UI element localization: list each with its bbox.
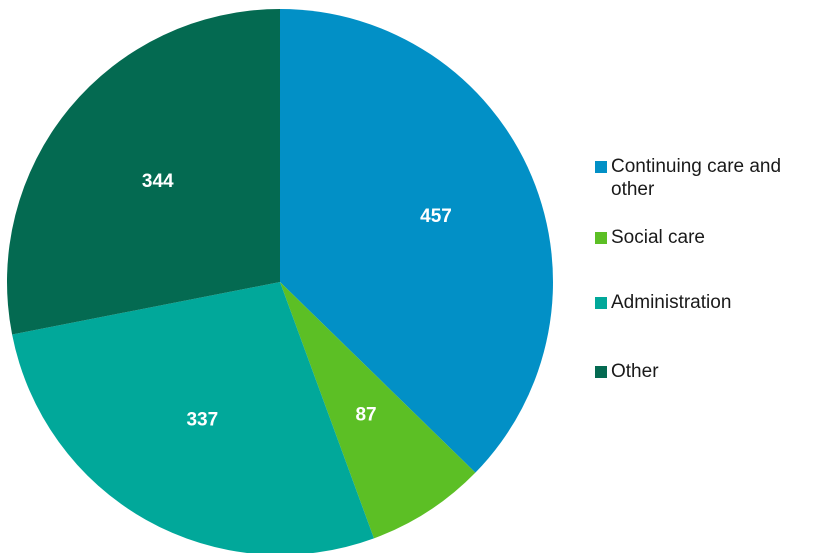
pie-slice-other	[7, 9, 281, 335]
pie-slice-continuing-care-and-other	[280, 9, 553, 473]
data-label-social-care: 87	[355, 404, 376, 425]
pie-slice-administration	[12, 282, 374, 553]
legend-swatch-other	[595, 366, 607, 378]
pie-data-labels: 457 87 337 344	[142, 171, 452, 431]
legend-swatch-administration	[595, 297, 607, 309]
legend-item-administration: Administration	[595, 291, 827, 314]
data-label-administration: 337	[186, 409, 218, 430]
legend-item-other: Other	[595, 360, 827, 383]
legend-label-continuing-care: Continuing care and other	[611, 156, 782, 200]
legend-item-continuing-care: Continuing care and other	[595, 155, 827, 201]
data-label-other: 344	[142, 171, 174, 192]
legend-swatch-social-care	[595, 232, 607, 244]
legend-label-social-care: Social care	[611, 227, 705, 248]
pie-slices	[7, 9, 553, 553]
legend-item-social-care: Social care	[595, 226, 827, 249]
pie-slice-social-care	[280, 282, 476, 539]
data-label-continuing-care-and-other: 457	[420, 206, 452, 227]
legend-label-other: Other	[611, 361, 659, 382]
legend-label-administration: Administration	[611, 292, 732, 313]
legend-swatch-continuing-care	[595, 161, 607, 173]
